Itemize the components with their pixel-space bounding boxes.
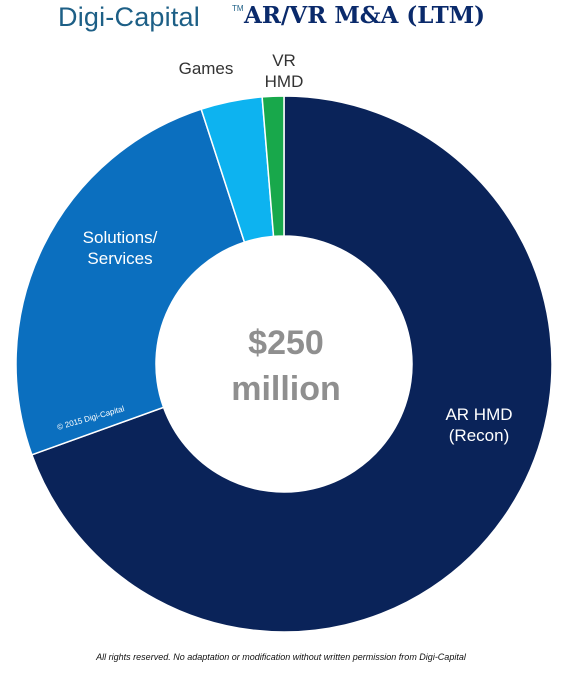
label-solutions-services: Solutions/Services <box>83 228 158 268</box>
slice-vr-hmd <box>261 95 285 238</box>
trademark-mark: TM <box>232 4 244 13</box>
title-bar: Digi-Capital TM AR/VR M&A (LTM) <box>0 0 562 44</box>
center-total-label: $250 million <box>231 324 341 408</box>
label-games: Games <box>179 59 234 78</box>
chart-title: AR/VR M&A (LTM) <box>244 2 486 29</box>
brand-logo: Digi-Capital <box>58 2 200 32</box>
slice-solutions-services <box>15 108 246 456</box>
label-ar-hmd: AR HMD (Recon) <box>445 405 512 445</box>
label-vr-hmd: VR HMD <box>265 51 304 91</box>
slice-ar-hmd <box>30 95 553 633</box>
donut-chart: AR HMD (Recon) Solutions/Services Games VR HM… <box>15 51 553 633</box>
footer-disclaimer: All rights reserved. No adaptation or mo… <box>96 652 466 662</box>
